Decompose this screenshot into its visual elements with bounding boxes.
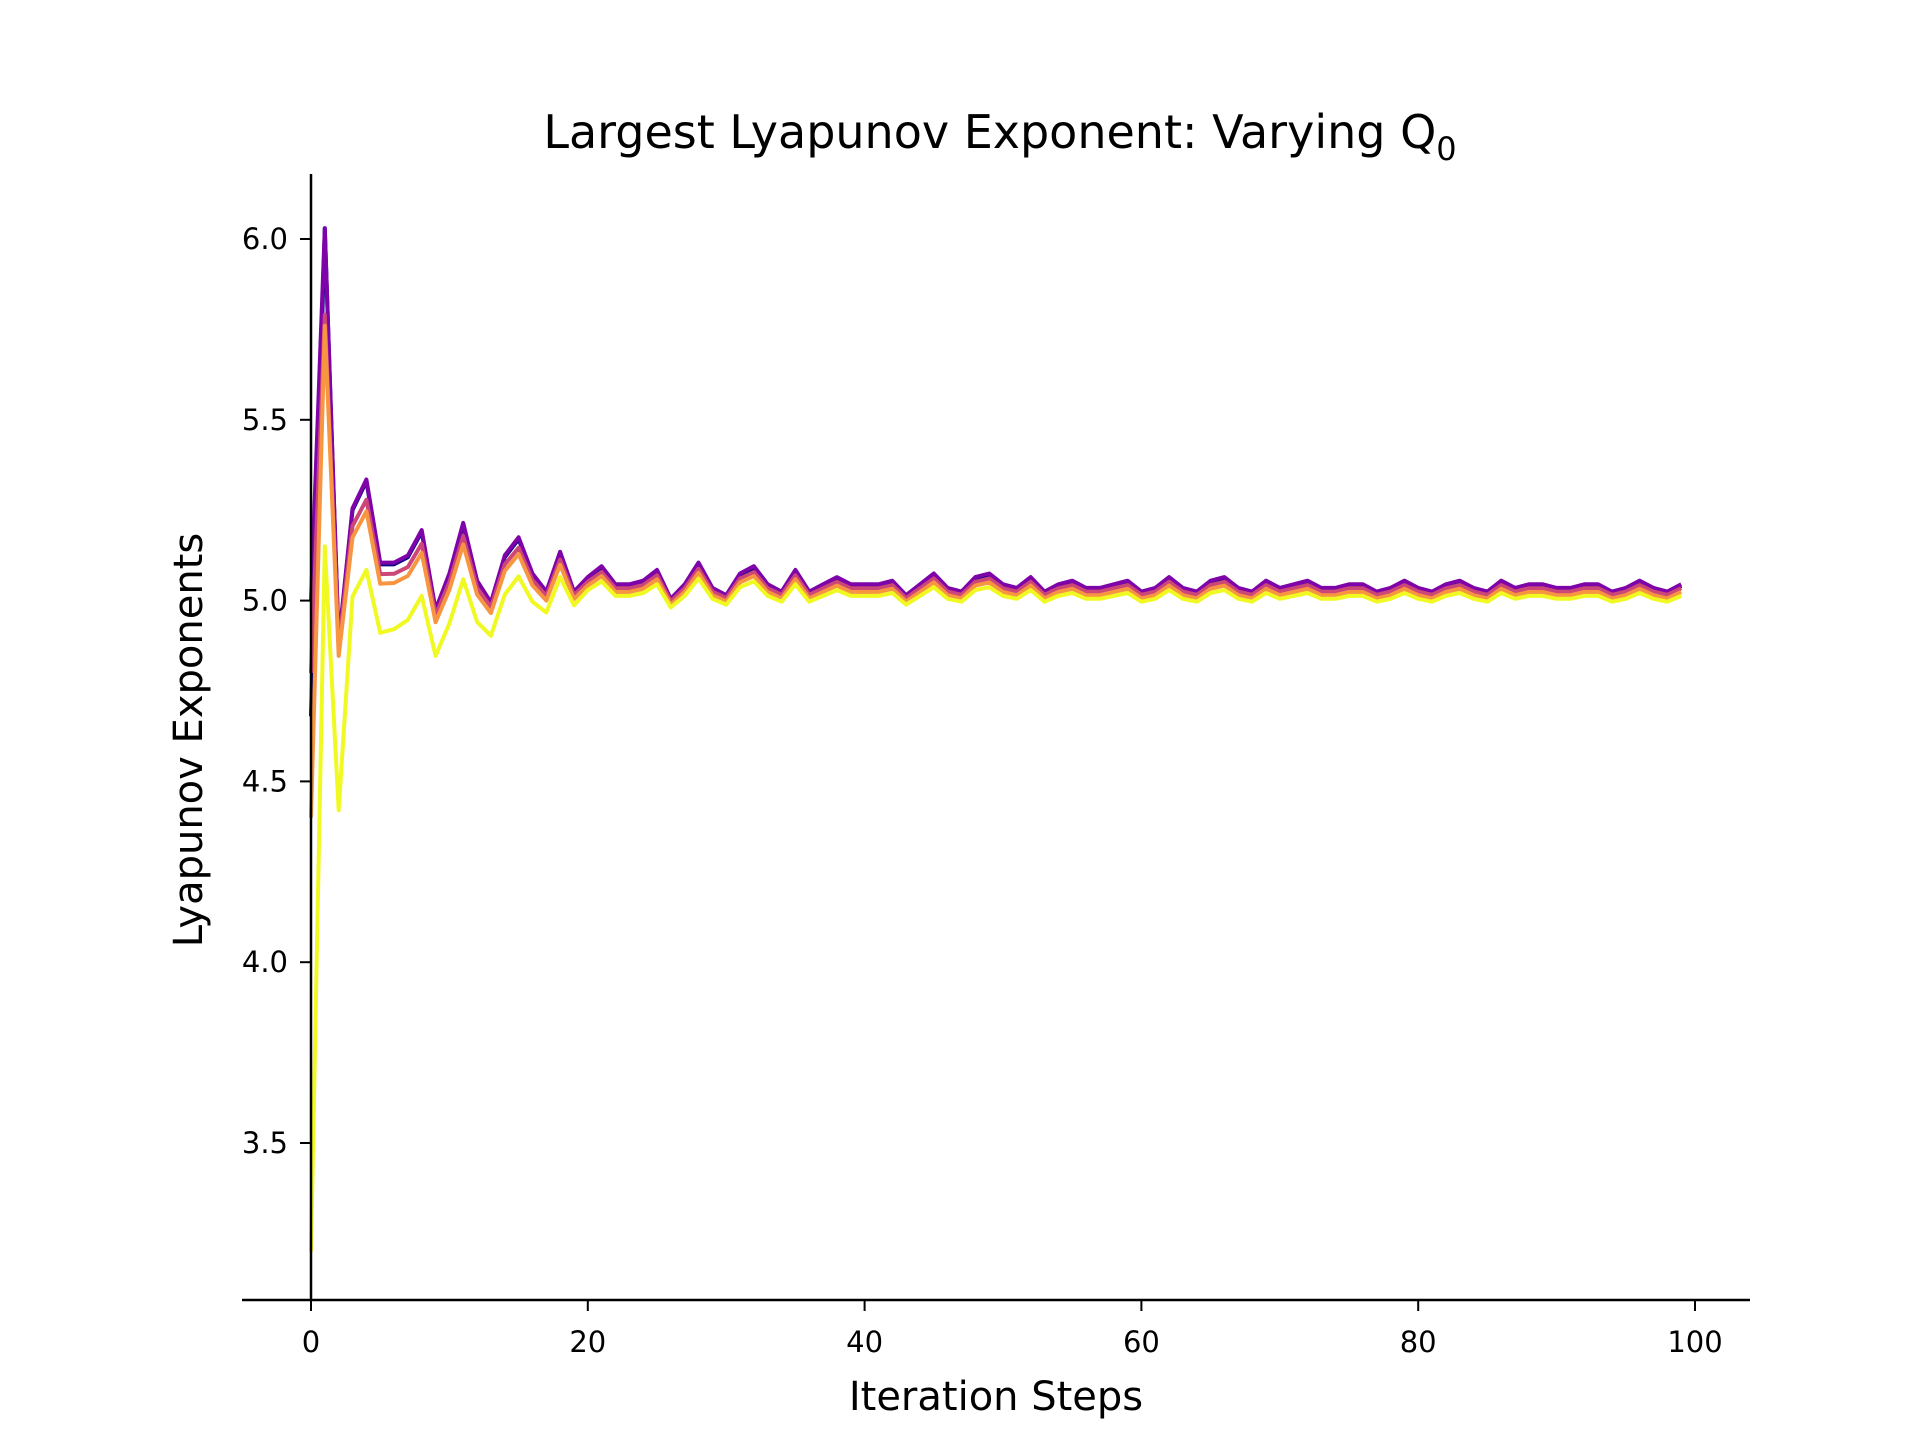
x-axis-label: Iteration Steps (849, 1374, 1143, 1420)
series-line-3 (309, 323, 1683, 818)
series-line-1 (309, 226, 1683, 645)
series-line-4 (309, 544, 1682, 1252)
chart-title: Largest Lyapunov Exponent: Varying Q0 (543, 105, 1456, 168)
chart-title-main: Largest Lyapunov Exponent: Varying Q (543, 105, 1436, 159)
x-tick-label: 60 (1123, 1325, 1160, 1359)
y-tick-label: 4.5 (242, 764, 288, 798)
chart-title-subscript: 0 (1436, 130, 1456, 168)
y-tick-label: 3.5 (242, 1126, 288, 1160)
x-tick-label: 80 (1400, 1325, 1437, 1359)
x-axis-ticks: 0 20 40 60 80 100 (302, 1300, 1723, 1359)
y-tick-label: 6.0 (242, 222, 288, 256)
x-tick-label: 20 (569, 1325, 606, 1359)
y-tick-label: 4.0 (242, 945, 288, 979)
x-tick-label: 100 (1667, 1325, 1722, 1359)
y-axis-ticks: 3.5 4.0 4.5 5.0 5.5 6.0 (242, 222, 311, 1160)
x-tick-label: 0 (302, 1325, 320, 1359)
y-axis-label: Lyapunov Exponents (166, 533, 212, 947)
series-line-2 (309, 312, 1683, 673)
series-line-0 (309, 226, 1683, 717)
series-lines (309, 226, 1683, 1252)
y-tick-label: 5.5 (242, 403, 288, 437)
x-tick-label: 40 (846, 1325, 883, 1359)
y-tick-label: 5.0 (242, 584, 288, 618)
